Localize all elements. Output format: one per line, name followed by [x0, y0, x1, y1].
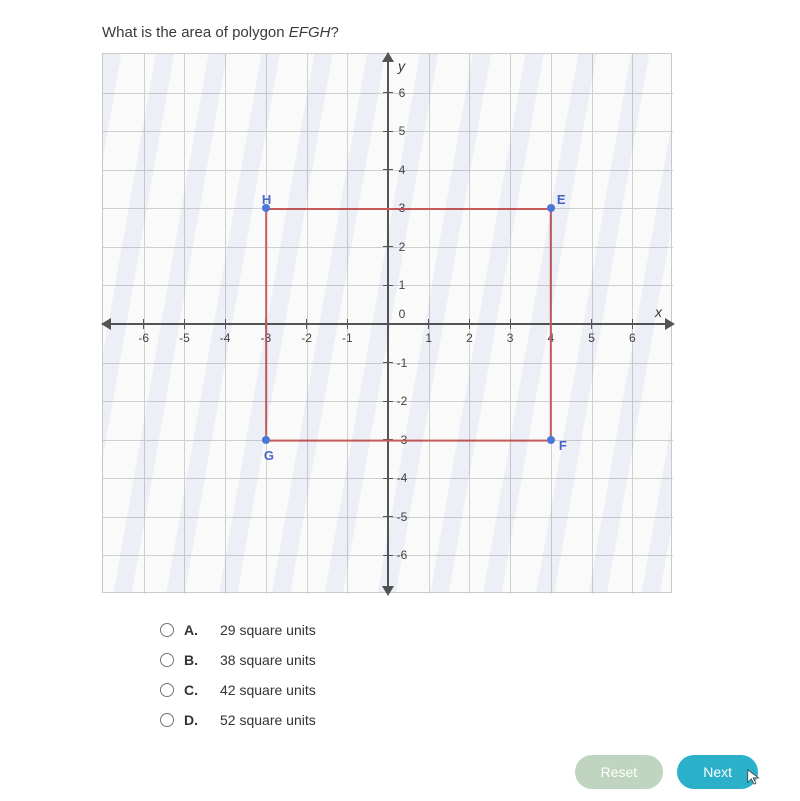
question-prefix: What is the area of polygon [102, 24, 289, 41]
x-tick [388, 319, 389, 329]
y-axis-label: y [398, 58, 405, 74]
x-tick-label: -5 [179, 331, 190, 345]
option-c-letter: C. [184, 675, 202, 705]
y-tick-label: -4 [397, 471, 408, 485]
x-tick [591, 319, 592, 329]
vertex-f-dot [547, 436, 555, 444]
x-arrow-left [101, 318, 111, 330]
y-tick [383, 555, 393, 556]
y-tick-label: 2 [399, 240, 406, 254]
option-a-radio[interactable] [160, 623, 174, 637]
question-suffix: ? [330, 24, 338, 41]
y-tick [383, 246, 393, 247]
polygon-edge [266, 208, 551, 210]
option-c-radio[interactable] [160, 683, 174, 697]
polygon-edge [550, 209, 552, 440]
polygon-edge [265, 209, 267, 440]
y-tick [383, 401, 393, 402]
option-a-text: 29 square units [220, 615, 316, 645]
option-c[interactable]: C. 42 square units [160, 675, 760, 705]
y-tick [383, 516, 393, 517]
x-tick [225, 319, 226, 329]
option-d[interactable]: D. 52 square units [160, 705, 760, 735]
option-b-radio[interactable] [160, 653, 174, 667]
y-tick-label: -5 [397, 510, 408, 524]
x-tick-label: 5 [588, 331, 595, 345]
x-tick-label: -6 [138, 331, 149, 345]
x-tick [632, 319, 633, 329]
x-tick [469, 319, 470, 329]
option-d-letter: D. [184, 705, 202, 735]
x-tick-label: 6 [629, 331, 636, 345]
origin-label: 0 [399, 307, 406, 321]
y-arrow-down [382, 586, 394, 596]
y-tick [383, 478, 393, 479]
y-tick [383, 169, 393, 170]
x-arrow-right [665, 318, 675, 330]
option-b-text: 38 square units [220, 645, 316, 675]
option-b[interactable]: B. 38 square units [160, 645, 760, 675]
option-a-letter: A. [184, 615, 202, 645]
question-text: What is the area of polygon EFGH? [102, 24, 760, 41]
y-tick-label: 5 [399, 124, 406, 138]
x-tick [306, 319, 307, 329]
y-tick-label: 1 [399, 278, 406, 292]
y-tick-label: 4 [399, 163, 406, 177]
x-tick [428, 319, 429, 329]
y-tick-label: 6 [399, 86, 406, 100]
x-tick-label: -2 [301, 331, 312, 345]
answer-options: A. 29 square units B. 38 square units C.… [160, 615, 760, 735]
question-polygon: EFGH [289, 24, 331, 41]
option-d-radio[interactable] [160, 713, 174, 727]
x-tick [143, 319, 144, 329]
vertex-h-label: H [262, 192, 271, 207]
coordinate-grid: -6-5-4-3-2-1123456-6-5-4-3-2-11234560yxH… [102, 53, 672, 593]
option-c-text: 42 square units [220, 675, 316, 705]
x-tick [184, 319, 185, 329]
x-tick-label: 3 [507, 331, 514, 345]
x-tick [510, 319, 511, 329]
x-tick-label: -1 [342, 331, 353, 345]
option-b-letter: B. [184, 645, 202, 675]
button-row: Reset Next [575, 755, 758, 789]
x-tick-label: 2 [466, 331, 473, 345]
polygon-edge [266, 440, 551, 442]
y-tick-label: -2 [397, 394, 408, 408]
x-tick-label: 1 [425, 331, 432, 345]
y-arrow-up [382, 52, 394, 62]
chart-canvas: -6-5-4-3-2-1123456-6-5-4-3-2-11234560yxH… [103, 54, 671, 592]
y-tick-label: -6 [397, 548, 408, 562]
vertex-g-label: G [264, 448, 274, 463]
y-tick [383, 131, 393, 132]
next-button[interactable]: Next [677, 755, 758, 789]
option-d-text: 52 square units [220, 705, 316, 735]
x-tick [347, 319, 348, 329]
reset-button[interactable]: Reset [575, 755, 664, 789]
y-tick [383, 362, 393, 363]
y-tick-label: -1 [397, 356, 408, 370]
y-tick [383, 92, 393, 93]
x-axis-label: x [655, 304, 662, 320]
vertex-e-label: E [557, 192, 566, 207]
vertex-e-dot [547, 204, 555, 212]
vertex-f-label: F [559, 438, 567, 453]
vertex-g-dot [262, 436, 270, 444]
option-a[interactable]: A. 29 square units [160, 615, 760, 645]
y-tick [383, 285, 393, 286]
x-tick-label: -4 [220, 331, 231, 345]
